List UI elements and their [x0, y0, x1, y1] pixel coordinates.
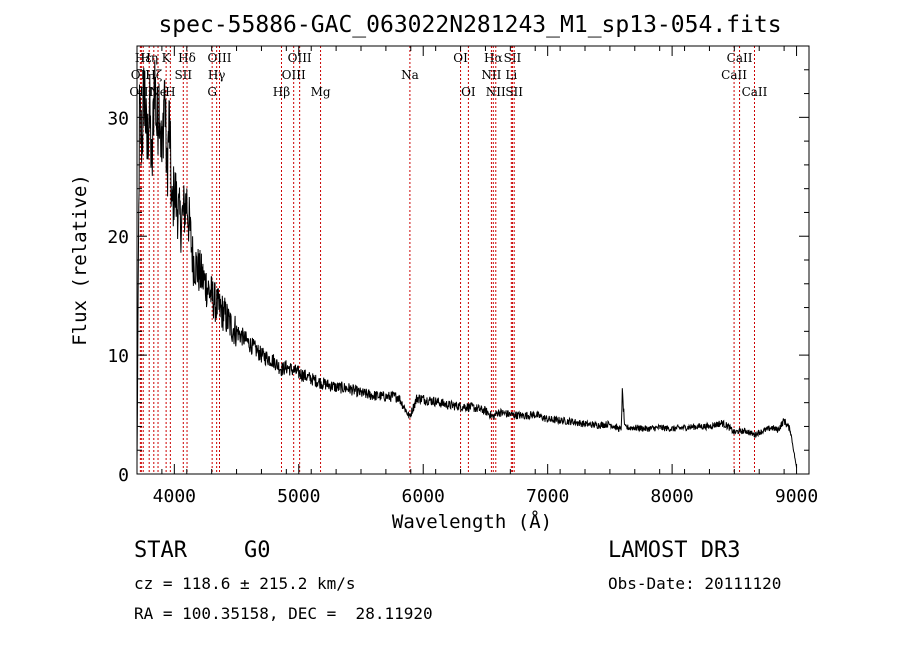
survey-name: LAMOST DR3	[608, 538, 741, 563]
x-tick-label: 9000	[775, 486, 818, 507]
x-tick-label: 4000	[153, 486, 196, 507]
line-marker-label: SII	[174, 68, 192, 82]
axis-ticks: 4000 5000 6000 7000 8000 9000 0 10 20 30	[107, 45, 818, 507]
line-marker-label: OIII	[282, 68, 306, 82]
line-marker-label: NII	[481, 68, 501, 82]
x-tick-label: 5000	[277, 486, 320, 507]
x-tick-label: 7000	[526, 486, 569, 507]
y-tick-label: 10	[107, 346, 129, 367]
y-tick-label: 0	[118, 465, 129, 486]
series-line	[136, 60, 798, 469]
y-tick-label: 30	[107, 108, 129, 129]
line-marker-label: SII	[504, 51, 522, 65]
line-marker-label: OI	[453, 51, 468, 65]
line-marker-label: CaII	[727, 51, 753, 65]
line-marker-label: Hε	[135, 51, 152, 65]
chart-title: spec-55886-GAC_063022N281243_M1_sp13-054…	[158, 12, 781, 38]
obs-date: Obs-Date: 20111120	[608, 574, 782, 593]
redshift-text: cz = 118.6 ± 215.2 km/s	[134, 574, 356, 593]
line-marker-label: OIII	[129, 85, 153, 99]
line-marker-label: SII	[505, 85, 523, 99]
x-axis-label: Wavelength (Å)	[392, 510, 552, 533]
line-marker-label: G	[207, 85, 217, 99]
y-axis-label: Flux (relative)	[69, 174, 91, 346]
line-marker-label: Hη	[140, 51, 158, 65]
x-tick-label: 6000	[402, 486, 445, 507]
object-class: STAR	[134, 538, 187, 563]
x-tick-label: 8000	[650, 486, 693, 507]
line-marker-label: Mg	[311, 85, 331, 99]
line-marker-label: Na	[401, 68, 419, 82]
line-marker-label: Hγ	[208, 68, 226, 82]
plot-frame	[136, 45, 810, 475]
line-marker-label: H	[165, 85, 175, 99]
object-subclass: G0	[244, 538, 271, 563]
line-marker-label: Hδ	[178, 51, 196, 65]
line-marker-label: OIII	[207, 51, 231, 65]
line-marker-label: OII	[131, 68, 151, 82]
line-marker-label: NII	[486, 85, 506, 99]
line-marker-label: OIII	[288, 51, 312, 65]
line-marker-label: Hβ	[273, 85, 290, 99]
y-tick-label: 20	[107, 227, 129, 248]
line-marker-label: CaII	[721, 68, 747, 82]
line-marker-label: Li	[505, 68, 517, 82]
line-marker-label: CaII	[742, 85, 768, 99]
line-marker-label: Hα	[484, 51, 503, 65]
line-marker-label: K	[162, 51, 172, 65]
line-marker-label: OI	[461, 85, 476, 99]
coordinates: RA = 100.35158, DEC = 28.11920	[134, 604, 433, 623]
series-layer	[136, 60, 798, 469]
